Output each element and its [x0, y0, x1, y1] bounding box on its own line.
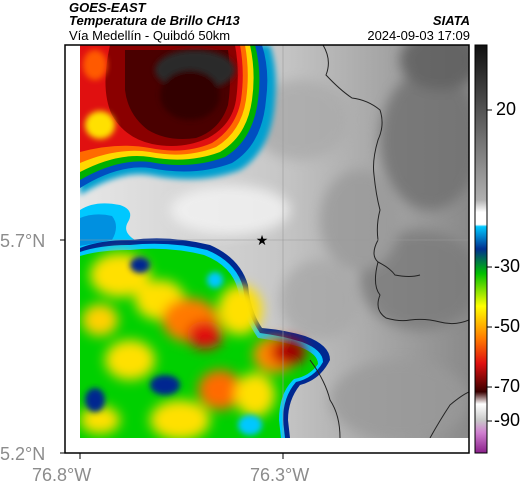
title-datetime: 2024-09-03 17:09 [367, 28, 470, 43]
colorbar-label-20: 20 [496, 99, 517, 119]
cool-patch-west [80, 203, 135, 250]
title-region: Vía Medellín - Quibdó 50km [69, 28, 231, 43]
lon-label-76-3: 76.3°W [250, 465, 310, 485]
colorbar-gradient [474, 44, 488, 454]
colorbar-label-m50: -50 [494, 316, 521, 336]
axis-ticks [60, 239, 284, 459]
map-frame [64, 44, 470, 454]
title-product: Temperatura de Brillo CH13 [69, 13, 240, 28]
political-borders [309, 45, 469, 438]
graticule [80, 45, 469, 438]
colorbar-label-m70: -70 [494, 376, 521, 396]
storm-cell-south [80, 238, 330, 438]
storm-cell-north [80, 45, 276, 195]
colorbar-label-m90: -90 [494, 410, 521, 430]
colorbar-label-m30: -30 [494, 256, 521, 276]
title-satellite: GOES-EAST [69, 0, 146, 15]
lat-label-5-2: 5.2°N [0, 444, 46, 464]
lon-label-76-8: 76.8°W [32, 465, 92, 485]
lat-label-5-7: 5.7°N [0, 231, 46, 251]
location-star-icon: ★ [256, 232, 269, 248]
colorbar-ticks [487, 109, 492, 422]
title-source: SIATA [432, 13, 470, 28]
